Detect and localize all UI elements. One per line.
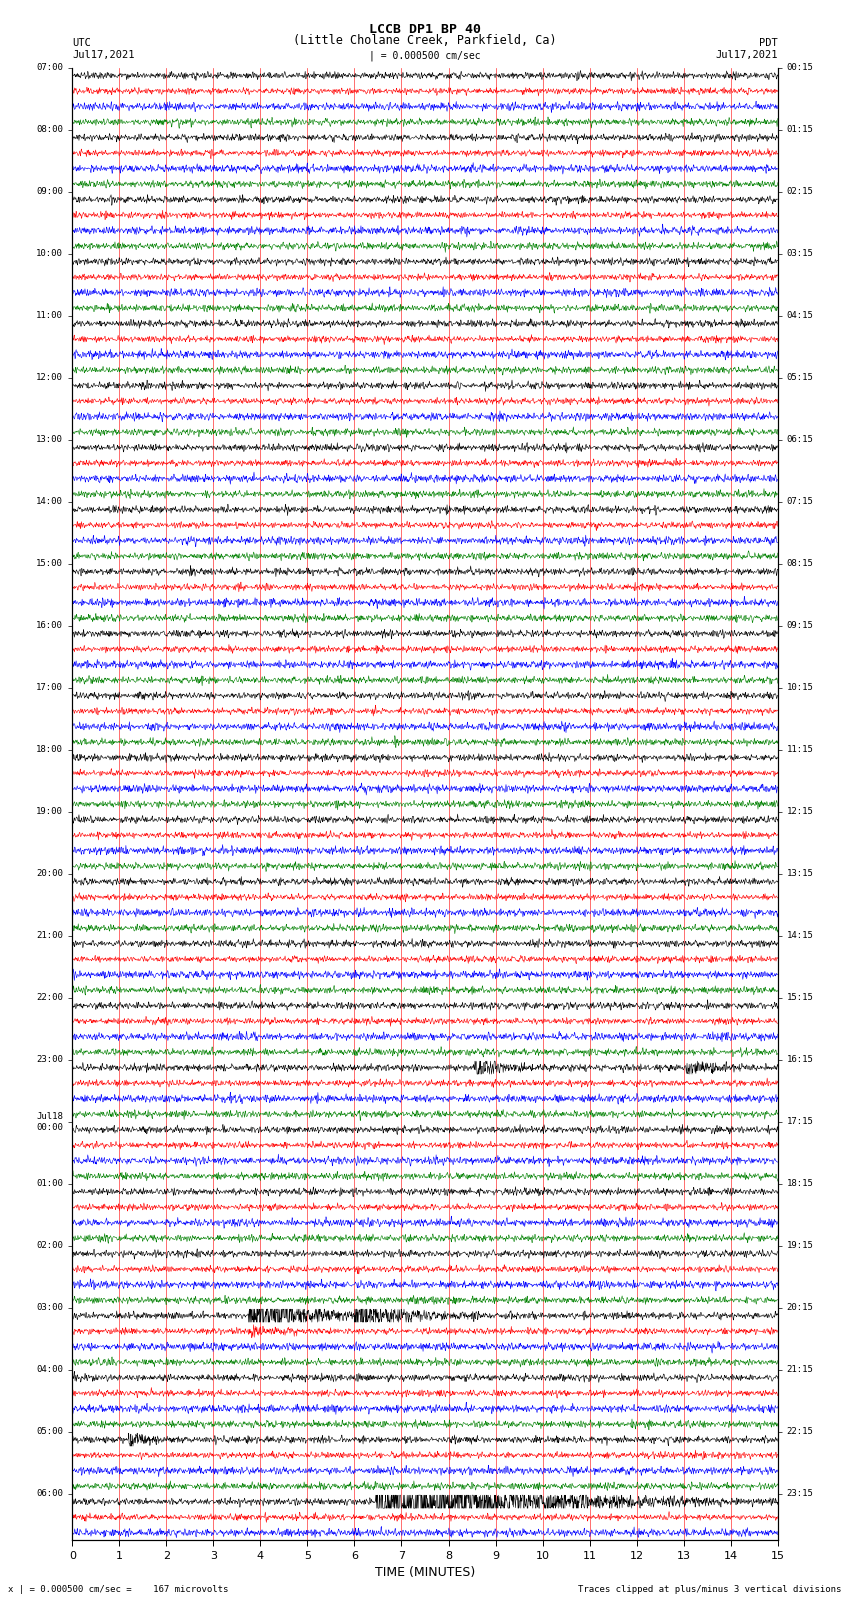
Text: Traces clipped at plus/minus 3 vertical divisions: Traces clipped at plus/minus 3 vertical … [578,1584,842,1594]
Text: UTC: UTC [72,39,91,48]
Text: | = 0.000500 cm/sec: | = 0.000500 cm/sec [369,50,481,61]
Text: PDT: PDT [759,39,778,48]
Text: Jul17,2021: Jul17,2021 [72,50,135,60]
Text: (Little Cholane Creek, Parkfield, Ca): (Little Cholane Creek, Parkfield, Ca) [293,34,557,47]
Text: x | = 0.000500 cm/sec =    167 microvolts: x | = 0.000500 cm/sec = 167 microvolts [8,1584,229,1594]
Text: Jul17,2021: Jul17,2021 [715,50,778,60]
Text: LCCB DP1 BP 40: LCCB DP1 BP 40 [369,23,481,37]
X-axis label: TIME (MINUTES): TIME (MINUTES) [375,1566,475,1579]
